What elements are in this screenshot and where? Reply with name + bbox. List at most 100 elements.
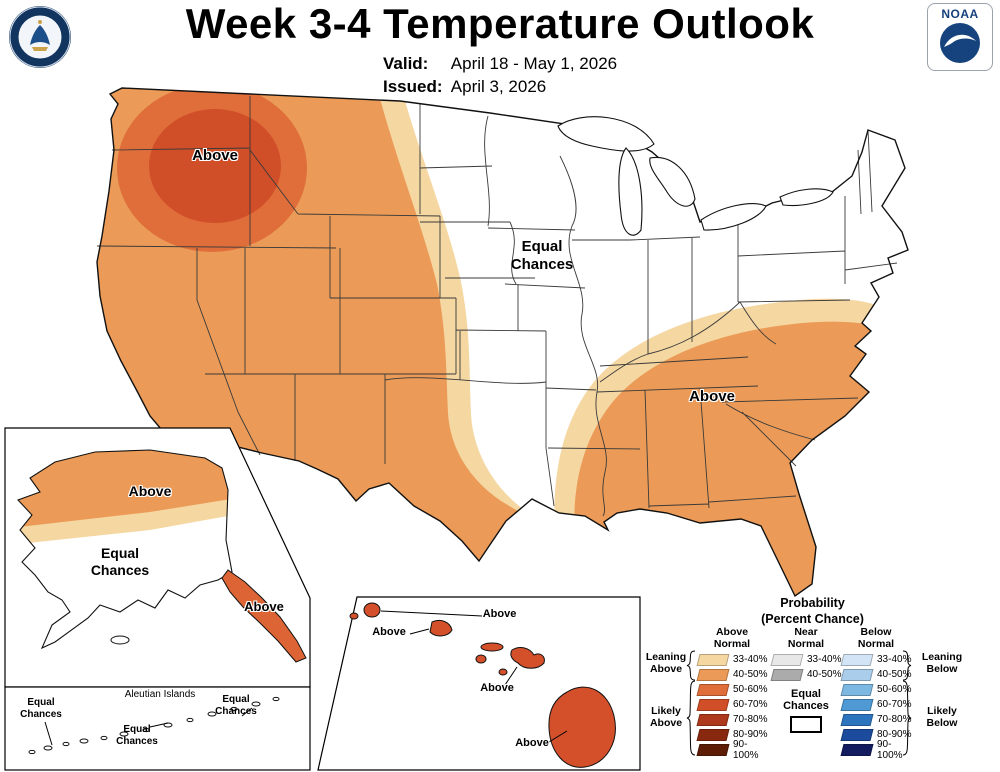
legend-title-line2: (Percent Chance) bbox=[761, 611, 864, 626]
legend-swatch bbox=[696, 728, 730, 741]
legend-likely-below-label: Likely Below bbox=[926, 705, 958, 730]
alaska-above-label: Above bbox=[128, 483, 172, 499]
legend-row: 60-70% bbox=[836, 697, 916, 712]
legend-swatch bbox=[840, 713, 874, 726]
legend-row: 90-100% bbox=[836, 739, 916, 761]
legend-leaning-above-label: Leaning Above bbox=[645, 651, 687, 676]
legend-row: 90-100% bbox=[692, 739, 772, 761]
lake-ontario bbox=[779, 188, 834, 207]
legend-near-rows: 33-40% 40-50% bbox=[766, 652, 846, 682]
island-kahoolawe bbox=[498, 668, 508, 676]
alaska-panhandle-above-label: Above bbox=[244, 599, 284, 614]
noaa-logo-text: NOAA bbox=[941, 7, 979, 21]
legend-title: Probability (Percent Chance) bbox=[640, 596, 985, 627]
northwest-above-60-70-region bbox=[149, 109, 281, 223]
hawaii-above-label-maui: Above bbox=[480, 682, 514, 694]
legend-row: 40-50% bbox=[692, 667, 772, 682]
legend-range-label: 90-100% bbox=[733, 738, 759, 761]
noaa-logo: NOAA bbox=[927, 3, 993, 71]
legend-row: 33-40% bbox=[766, 652, 846, 667]
legend-row: 70-80% bbox=[692, 712, 772, 727]
legend-below-column: Below Normal 33-40% 40-50% 50-60% 60-70% 70-… bbox=[836, 626, 916, 761]
legend-swatch bbox=[696, 698, 730, 711]
legend-above-column: Above Normal 33-40% 40-50% 50-60% 60-70% 70-… bbox=[692, 626, 772, 761]
legend-row: 40-50% bbox=[766, 667, 846, 682]
legend-swatch bbox=[696, 683, 730, 696]
legend-row: 50-60% bbox=[836, 682, 916, 697]
legend-range-label: 70-80% bbox=[877, 714, 912, 725]
validity-block: Valid: April 18 - May 1, 2026 Issued: Ap… bbox=[383, 53, 617, 99]
legend-near-header: Near Normal bbox=[787, 626, 825, 651]
legend-title-line1: Probability bbox=[780, 596, 845, 610]
legend-row: 33-40% bbox=[692, 652, 772, 667]
hawaii-above-label-big-island: Above bbox=[515, 737, 549, 749]
department-of-commerce-seal-icon bbox=[9, 6, 71, 68]
legend-range-label: 50-60% bbox=[877, 684, 912, 695]
legend-range-label: 40-50% bbox=[733, 669, 768, 680]
legend-range-label: 33-40% bbox=[733, 654, 768, 665]
legend-swatch bbox=[840, 743, 874, 756]
legend-leaning-below-label: Leaning Below bbox=[921, 651, 963, 676]
legend-swatch bbox=[696, 668, 730, 681]
hawaii-label-leader-lines bbox=[380, 610, 568, 743]
legend-range-label: 80-90% bbox=[877, 729, 912, 740]
valid-value: April 18 - May 1, 2026 bbox=[450, 54, 618, 73]
lake-erie bbox=[700, 203, 767, 231]
island-molokai bbox=[480, 642, 504, 652]
legend-range-label: 70-80% bbox=[733, 714, 768, 725]
legend-above-rows: 33-40% 40-50% 50-60% 60-70% 70-80% 80-90% 90-1… bbox=[692, 652, 772, 761]
legend-range-label: 60-70% bbox=[733, 699, 768, 710]
island-kauai bbox=[363, 602, 381, 618]
aleutian-islands-title: Aleutian Islands bbox=[124, 689, 196, 700]
legend-near-column: Near Normal 33-40% 40-50% Equal Chances bbox=[766, 626, 846, 734]
legend-below-rows: 33-40% 40-50% 50-60% 60-70% 70-80% 80-90% 90-1… bbox=[836, 652, 916, 761]
legend-row: 60-70% bbox=[692, 697, 772, 712]
alaska-inset bbox=[4, 427, 311, 688]
island-lanai bbox=[475, 654, 487, 664]
island-maui bbox=[510, 647, 545, 669]
legend-row: 70-80% bbox=[836, 712, 916, 727]
legend-range-label: 50-60% bbox=[733, 684, 768, 695]
kodiak-island bbox=[110, 635, 130, 645]
hawaiian-islands bbox=[349, 602, 616, 768]
valid-line: Valid: April 18 - May 1, 2026 bbox=[383, 53, 617, 76]
alaska-panhandle-region bbox=[221, 569, 307, 663]
legend-equal-chances-label: Equal Chances bbox=[783, 688, 829, 713]
aleutian-islands-chain bbox=[28, 696, 280, 755]
conus-equal-chances-label: Equal Chances bbox=[510, 238, 574, 273]
island-oahu bbox=[429, 619, 453, 637]
issued-line: Issued: April 3, 2026 bbox=[383, 76, 617, 99]
legend-swatch bbox=[696, 653, 730, 666]
legend-swatch bbox=[770, 668, 804, 681]
lake-huron bbox=[649, 156, 696, 207]
hawaii-above-label-kauai: Above bbox=[482, 608, 517, 620]
lake-michigan bbox=[618, 147, 643, 236]
noaa-seagull-icon bbox=[940, 23, 980, 63]
aleutian-ec-mid-label: Equal Chances bbox=[116, 724, 158, 747]
legend-range-label: 40-50% bbox=[877, 669, 912, 680]
island-hawaii-big-island bbox=[548, 686, 616, 768]
conus-northwest-above-label: Above bbox=[192, 147, 238, 164]
great-lakes bbox=[557, 116, 834, 236]
aleutian-ec-left-label: Equal Chances bbox=[20, 697, 62, 720]
aleutian-ec-right-label: Equal Chances bbox=[215, 694, 257, 717]
legend-below-header: Below Normal bbox=[857, 626, 895, 651]
legend-row: 40-50% bbox=[836, 667, 916, 682]
legend-swatch bbox=[840, 653, 874, 666]
alaska-equal-chances-label: Equal Chances bbox=[90, 545, 150, 578]
aleutian-inset bbox=[4, 686, 311, 771]
legend-likely-above-label: Likely Above bbox=[649, 705, 683, 730]
issued-value: April 3, 2026 bbox=[450, 76, 547, 96]
legend-swatch bbox=[840, 668, 874, 681]
issued-label: Issued: bbox=[383, 76, 443, 96]
legend-range-label: 80-90% bbox=[733, 729, 768, 740]
legend-swatch bbox=[696, 713, 730, 726]
legend-range-label: 33-40% bbox=[807, 654, 842, 665]
legend-swatch bbox=[770, 653, 804, 666]
legend-above-header: Above Normal bbox=[713, 626, 751, 651]
legend-row: 80-90% bbox=[836, 727, 916, 742]
legend-swatch bbox=[696, 743, 730, 756]
page-title: Week 3-4 Temperature Outlook bbox=[185, 0, 815, 47]
